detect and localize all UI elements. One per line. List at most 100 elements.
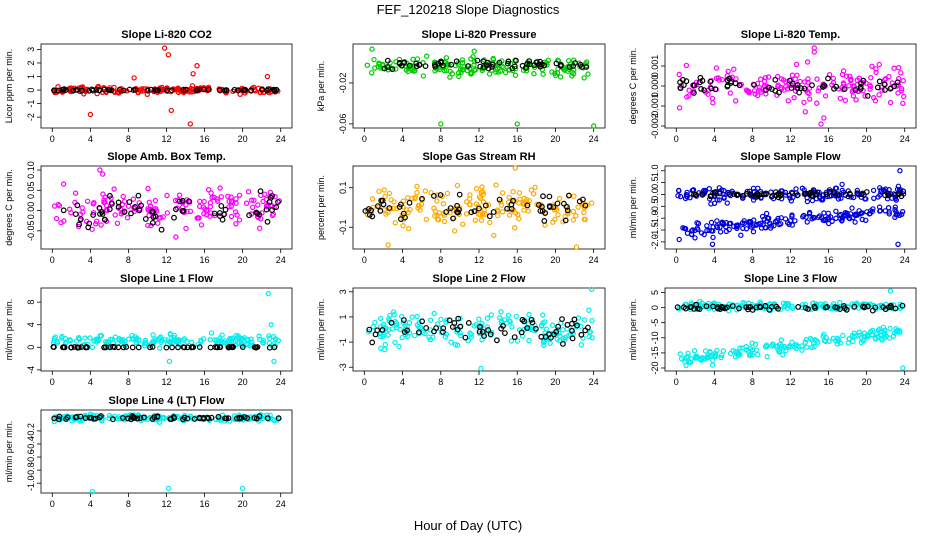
data-point <box>894 79 901 86</box>
data-point <box>67 337 73 343</box>
data-point <box>168 87 175 94</box>
x-tick-label: 16 <box>824 134 834 144</box>
data-point <box>553 328 559 335</box>
data-point <box>207 344 214 351</box>
data-point <box>275 415 282 422</box>
data-point <box>216 210 223 216</box>
data-points <box>51 167 283 240</box>
y-tick-label: -20 <box>650 361 660 374</box>
y-tick-label: 5 <box>650 290 660 295</box>
data-point <box>419 195 425 202</box>
data-point <box>51 415 58 422</box>
data-point <box>857 85 864 92</box>
data-point <box>853 97 859 103</box>
data-point <box>869 63 875 70</box>
data-point <box>414 183 420 190</box>
data-point <box>678 356 685 362</box>
data-point <box>550 204 557 211</box>
y-tick-label: 3 <box>26 47 36 52</box>
data-point <box>414 313 420 320</box>
data-point <box>218 194 224 200</box>
data-point <box>109 416 116 423</box>
data-point <box>867 210 873 217</box>
data-point <box>806 90 812 97</box>
data-point <box>473 66 479 73</box>
outlier-point <box>589 286 595 292</box>
data-point <box>782 302 788 309</box>
y-tick-label: 0 <box>650 305 660 310</box>
data-point <box>431 310 437 317</box>
data-point <box>181 337 187 343</box>
data-point <box>765 74 772 80</box>
data-point <box>723 223 729 230</box>
outlier-point <box>709 241 716 247</box>
data-point <box>263 203 270 209</box>
data-point <box>411 68 417 74</box>
data-point <box>93 218 100 224</box>
data-point <box>560 335 567 341</box>
data-point <box>173 234 179 240</box>
data-point <box>400 222 406 229</box>
data-point <box>156 345 163 351</box>
data-point <box>787 218 794 224</box>
data-point <box>876 326 883 332</box>
data-point <box>789 339 795 345</box>
data-point <box>556 338 563 344</box>
data-point <box>840 332 846 339</box>
data-point <box>737 345 743 351</box>
data-point <box>459 57 465 63</box>
data-point <box>763 210 770 217</box>
data-point <box>555 323 561 330</box>
data-point <box>445 62 451 68</box>
data-point <box>226 198 232 205</box>
x-tick-label: 4 <box>88 134 93 144</box>
data-point <box>248 87 255 94</box>
data-point <box>854 190 861 197</box>
data-point <box>257 188 264 195</box>
data-point <box>750 228 757 235</box>
data-point <box>498 325 505 332</box>
data-point <box>516 190 523 196</box>
data-point <box>693 353 699 359</box>
x-tick-label: 0 <box>50 255 55 265</box>
data-point <box>727 90 734 96</box>
data-point <box>478 195 484 201</box>
data-point <box>142 339 149 346</box>
data-points <box>51 411 282 495</box>
data-point <box>895 90 901 96</box>
x-tick-label: 16 <box>512 134 522 144</box>
data-point <box>197 198 203 205</box>
data-point <box>194 86 201 93</box>
data-point <box>715 305 721 312</box>
data-point <box>422 63 429 69</box>
data-point <box>879 87 885 93</box>
outlier-point <box>89 489 96 495</box>
data-point <box>491 232 497 239</box>
data-point <box>389 326 395 332</box>
outlier-point <box>190 71 196 77</box>
data-point <box>739 345 745 351</box>
data-point <box>388 319 395 326</box>
data-point <box>473 185 480 192</box>
data-point <box>724 304 730 311</box>
data-point <box>684 94 690 100</box>
data-point <box>98 413 104 419</box>
x-tick-label: 12 <box>474 377 484 387</box>
x-tick-label: 24 <box>276 134 286 144</box>
x-tick-label: 8 <box>750 134 755 144</box>
data-point <box>480 58 487 65</box>
data-point <box>500 64 507 71</box>
data-point <box>821 331 827 337</box>
data-point <box>767 221 773 227</box>
y-tick-label: -2 <box>26 113 36 121</box>
data-point <box>815 339 821 345</box>
series-all-slopes <box>676 288 906 371</box>
y-tick-label: 3 <box>338 289 348 294</box>
outlier-point <box>166 358 173 365</box>
data-point <box>536 201 542 208</box>
data-point <box>406 62 413 69</box>
data-point <box>63 87 69 93</box>
x-tick-label: 0 <box>362 134 367 144</box>
data-point <box>368 207 375 214</box>
